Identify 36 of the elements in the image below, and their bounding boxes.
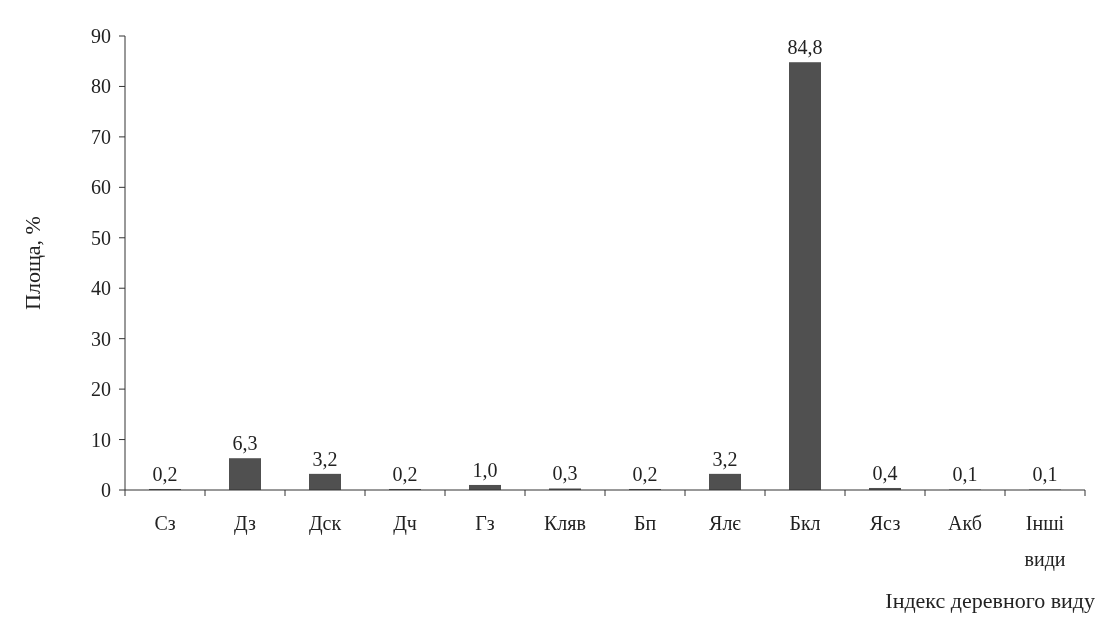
data-label: 84,8 [787, 36, 823, 59]
data-label: 0,1 [952, 463, 978, 486]
y-tick-label: 40 [91, 277, 111, 300]
x-tick-label: Інші види [1024, 512, 1066, 571]
x-tick-label: Бп [633, 512, 657, 534]
x-tick-label: Акб [948, 512, 982, 534]
y-tick-label: 70 [91, 125, 111, 148]
data-label: 3,2 [712, 447, 738, 470]
data-label: 0,1 [1032, 463, 1058, 486]
y-tick-label: 50 [91, 226, 111, 249]
data-label: 0,4 [872, 461, 898, 484]
x-tick-label: Дск [308, 512, 342, 535]
y-tick-label: 90 [91, 25, 111, 47]
y-axis-title: Площа, % [20, 216, 45, 310]
y-tick-label: 80 [91, 75, 111, 98]
data-label: 1,0 [472, 458, 498, 481]
data-label: 3,2 [312, 447, 338, 470]
y-tick-label: 30 [91, 327, 111, 350]
x-tick-label: Сз [154, 512, 176, 534]
x-tick-label: Дз [233, 512, 257, 535]
x-tick-label: Бкл [789, 512, 821, 534]
x-tick-label: Кляв [544, 512, 586, 534]
x-axis-title: Індекс деревного виду [885, 588, 1095, 613]
x-tick-label: Ялє [709, 512, 742, 534]
data-label: 6,3 [232, 432, 258, 455]
data-label: 0,3 [552, 462, 578, 485]
x-tick-label: Ясз [869, 512, 901, 534]
y-tick-label: 0 [101, 479, 111, 501]
data-label: 0,2 [392, 462, 418, 485]
x-tick-label: Дч [393, 512, 417, 535]
data-label: 0,2 [152, 462, 178, 485]
data-label: 0,2 [632, 462, 658, 485]
y-tick-label: 10 [91, 428, 111, 451]
y-tick-label: 20 [91, 378, 111, 401]
y-tick-label: 60 [91, 176, 111, 199]
x-tick-label: Гз [475, 512, 495, 534]
